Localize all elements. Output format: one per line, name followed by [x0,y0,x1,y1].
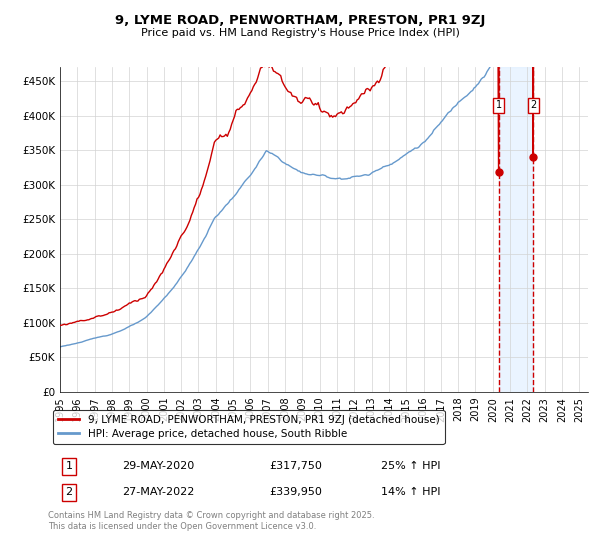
Text: 14% ↑ HPI: 14% ↑ HPI [380,487,440,497]
Text: 2: 2 [530,100,536,110]
Legend: 9, LYME ROAD, PENWORTHAM, PRESTON, PR1 9ZJ (detached house), HPI: Average price,: 9, LYME ROAD, PENWORTHAM, PRESTON, PR1 9… [53,410,445,444]
Text: 25% ↑ HPI: 25% ↑ HPI [380,461,440,472]
Text: £339,950: £339,950 [270,487,323,497]
Text: 2: 2 [65,487,73,497]
Text: Price paid vs. HM Land Registry's House Price Index (HPI): Price paid vs. HM Land Registry's House … [140,28,460,38]
Text: 9, LYME ROAD, PENWORTHAM, PRESTON, PR1 9ZJ: 9, LYME ROAD, PENWORTHAM, PRESTON, PR1 9… [115,14,485,27]
Text: 1: 1 [65,461,73,472]
Text: Contains HM Land Registry data © Crown copyright and database right 2025.
This d: Contains HM Land Registry data © Crown c… [48,511,374,531]
Text: 1: 1 [496,100,502,110]
Text: 29-MAY-2020: 29-MAY-2020 [122,461,194,472]
Text: 27-MAY-2022: 27-MAY-2022 [122,487,194,497]
Text: £317,750: £317,750 [270,461,323,472]
Bar [499,67,533,392]
